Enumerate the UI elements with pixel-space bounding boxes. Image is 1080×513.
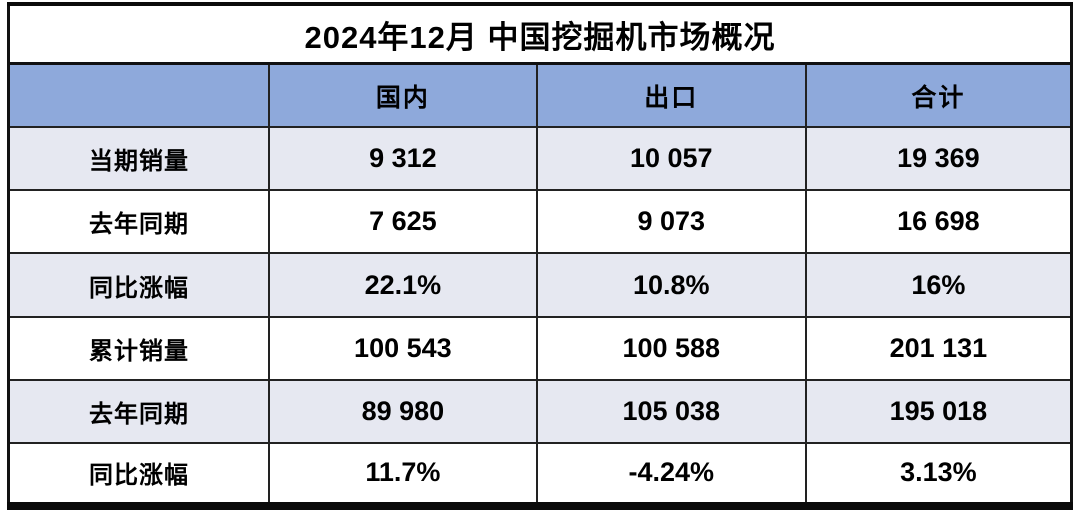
table-row-yoy-month: 同比涨幅 22.1% 10.8% 16% [7, 252, 1073, 318]
value-cell: 19 369 [804, 126, 1073, 192]
value-cell: 89 980 [267, 378, 538, 444]
table-title: 2024年12月 中国挖掘机市场概况 [7, 3, 1073, 66]
value-cell: 22.1% [267, 252, 538, 318]
table-row-cumulative-sales: 累计销量 100 543 100 588 201 131 [7, 315, 1073, 381]
table-row-last-year-cumulative: 去年同期 89 980 105 038 195 018 [7, 378, 1073, 444]
column-header-total: 合计 [804, 62, 1073, 129]
value-cell: 100 588 [535, 315, 807, 381]
excavator-market-table: 2024年12月 中国挖掘机市场概况 国内 出口 合计 当期销量 9 312 1… [7, 2, 1073, 510]
value-cell: -4.24% [535, 441, 807, 508]
table-row-current-sales: 当期销量 9 312 10 057 19 369 [7, 126, 1073, 192]
title-row: 2024年12月 中国挖掘机市场概况 [7, 3, 1073, 66]
column-header-blank [7, 62, 270, 129]
row-label: 当期销量 [7, 126, 270, 192]
value-cell: 11.7% [267, 441, 538, 508]
value-cell: 100 543 [267, 315, 538, 381]
column-header-domestic: 国内 [267, 62, 538, 129]
row-label: 累计销量 [7, 315, 270, 381]
value-cell: 3.13% [804, 441, 1073, 508]
row-label: 同比涨幅 [7, 441, 270, 508]
table-row-last-year-month: 去年同期 7 625 9 073 16 698 [7, 189, 1073, 255]
value-cell: 7 625 [267, 189, 538, 255]
row-label: 去年同期 [7, 189, 270, 255]
value-cell: 10 057 [535, 126, 807, 192]
column-header-export: 出口 [535, 62, 807, 129]
value-cell: 105 038 [535, 378, 807, 444]
table-row-yoy-cumulative: 同比涨幅 11.7% -4.24% 3.13% [7, 441, 1073, 508]
value-cell: 201 131 [804, 315, 1073, 381]
row-label: 同比涨幅 [7, 252, 270, 318]
value-cell: 9 073 [535, 189, 807, 255]
value-cell: 9 312 [267, 126, 538, 192]
value-cell: 16 698 [804, 189, 1073, 255]
row-label: 去年同期 [7, 378, 270, 444]
value-cell: 195 018 [804, 378, 1073, 444]
value-cell: 16% [804, 252, 1073, 318]
header-row: 国内 出口 合计 [7, 62, 1073, 129]
value-cell: 10.8% [535, 252, 807, 318]
